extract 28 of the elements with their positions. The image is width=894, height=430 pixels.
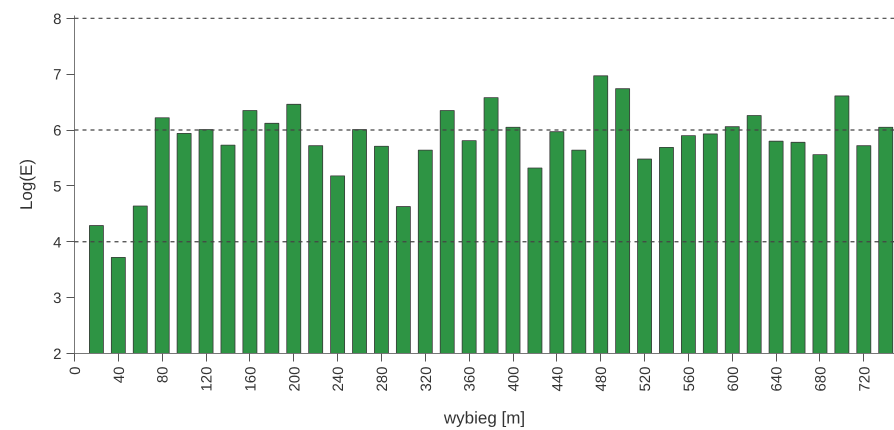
x-tick-label: 400: [506, 366, 523, 392]
x-tick-label: 680: [812, 366, 830, 392]
x-tick-label: 40: [110, 366, 128, 384]
y-tick-label: 4: [53, 234, 62, 252]
x-tick-label: 520: [637, 366, 654, 392]
y-tick-label: 2: [53, 346, 62, 363]
x-tick-label: 240: [330, 366, 348, 392]
x-tick-label: 600: [724, 366, 742, 392]
x-tick-label: 280: [374, 366, 391, 392]
x-tick-label: 320: [418, 366, 435, 392]
x-tick-label: 80: [154, 366, 172, 384]
x-axis-title: wybieg [m]: [442, 408, 526, 428]
y-tick-label: 6: [53, 122, 62, 140]
x-tick-label: 0: [67, 366, 84, 375]
x-tick-label: 480: [593, 366, 610, 392]
x-tick-label: 120: [198, 366, 216, 392]
x-tick-label: 560: [680, 366, 698, 392]
y-tick-label: 8: [53, 10, 62, 28]
x-tick-label: 160: [242, 366, 260, 392]
x-tick-label: 720: [856, 366, 874, 392]
y-tick-label: 5: [53, 178, 62, 196]
x-tick-label: 640: [768, 366, 786, 392]
x-tick-label: 440: [549, 366, 566, 392]
y-tick-label: 3: [53, 290, 62, 308]
y-tick-label: 7: [53, 66, 62, 84]
y-axis-title: Log(E): [17, 158, 36, 210]
x-tick-label: 200: [286, 366, 304, 392]
x-tick-label: 360: [462, 366, 479, 392]
